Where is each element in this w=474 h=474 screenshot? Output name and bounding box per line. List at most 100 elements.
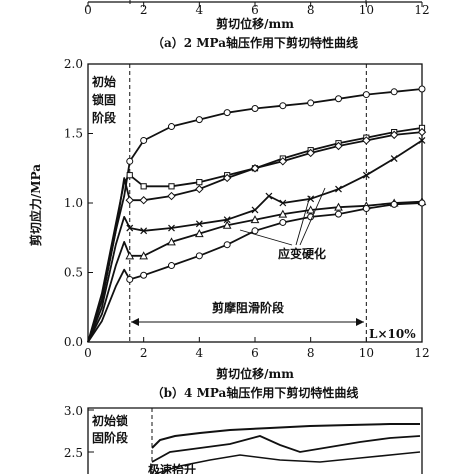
panel-a-x-tick-label: 2: [140, 3, 148, 17]
data-point: [140, 183, 147, 190]
data-point: [362, 136, 371, 145]
data-point: [362, 171, 370, 179]
panel-a-x-tick-label: 4: [196, 3, 204, 17]
data-point: [222, 220, 232, 229]
panel-c-ytick-label-2-5: 2.5: [64, 446, 83, 460]
data-point: [167, 191, 176, 201]
data-point: [126, 224, 134, 232]
friction-stage-arrow-right-head: [356, 318, 364, 326]
data-point: [390, 88, 398, 96]
data-point: [417, 127, 427, 137]
panel-c-initial-stage-label: 初始锁固阶段: [92, 413, 129, 445]
initial-stage-label: 初始锁固阶段: [92, 74, 117, 125]
data-point: [125, 196, 134, 205]
panel-b-x-axis-title: 剪切位移/mm: [216, 366, 294, 381]
data-point: [195, 116, 203, 124]
data-point: [168, 224, 175, 232]
y-tick-label: 1.0: [64, 196, 83, 210]
data-point: [140, 271, 148, 279]
panel-c-ytick-label-3: 3.0: [64, 404, 83, 418]
series-line-1: [87, 88, 423, 343]
panel-c-plot-frame: [87, 407, 423, 474]
data-point: [278, 209, 288, 218]
data-point: [307, 99, 315, 107]
panel-b-series: [87, 85, 427, 343]
data-point: [223, 109, 231, 117]
x-tick-label: 10: [359, 346, 374, 360]
x-tick-label: 12: [414, 346, 429, 360]
data-point: [125, 251, 135, 260]
data-point: [335, 210, 342, 218]
panel-b-x-ticks: 0 2 4 6 8 10 12: [84, 337, 430, 360]
data-point: [306, 148, 315, 158]
data-point: [139, 196, 148, 205]
data-point: [195, 252, 203, 260]
data-point: [279, 218, 287, 226]
data-point: [279, 199, 287, 207]
series-line-6: [87, 202, 423, 343]
data-point: [126, 275, 134, 283]
data-point: [418, 85, 426, 93]
strain-hardening-leader-2: [295, 195, 311, 246]
data-point: [195, 184, 204, 194]
data-point: [250, 164, 260, 173]
data-point: [334, 141, 343, 151]
panel-c-partial-label: 极速抬升: [148, 462, 196, 474]
panel-b: 0 2 4 6 8 10 12 0.0 0.5 1.0 1.5 2.0 剪切应力/MPa 剪切位移/…: [28, 57, 430, 400]
strain-hardening-leader-3: [239, 229, 293, 246]
data-point: [223, 241, 231, 249]
panel-b-y-ticks: 0.0 0.5 1.0 1.5 2.0: [64, 57, 93, 349]
panel-a-x-tick-label: 12: [414, 3, 429, 17]
data-point: [194, 229, 204, 238]
panel-b-y-axis-title: 剪切应力/MPa: [28, 164, 43, 246]
data-point: [335, 95, 342, 103]
data-point: [389, 130, 399, 140]
data-point: [334, 202, 343, 211]
annotation-line: 固阶段: [92, 430, 129, 445]
data-point: [140, 227, 148, 235]
panel-c-curve-1: [151, 423, 420, 449]
L-percent-label: L×10%: [369, 327, 416, 341]
data-point: [279, 102, 287, 110]
data-point: [251, 206, 259, 214]
friction-stage-arrow-left-head: [131, 318, 139, 326]
data-point: [362, 205, 370, 213]
data-point: [390, 155, 398, 162]
y-tick-label: 0.0: [64, 335, 83, 349]
data-point: [418, 199, 426, 207]
data-point: [126, 172, 133, 179]
panel-a-x-ticks: 0 2 4 6 8 10 12: [84, 2, 430, 17]
y-tick-label: 2.0: [64, 57, 83, 71]
data-point: [126, 157, 134, 165]
initial-stage-label-box: [89, 70, 127, 128]
x-tick-label: 4: [196, 346, 204, 360]
panel-c: 3.0 2.5 初始锁固阶段 极速抬升: [64, 404, 423, 474]
data-point: [139, 251, 149, 260]
data-point: [140, 136, 148, 144]
data-point: [168, 183, 175, 190]
data-point: [195, 220, 203, 228]
panel-a-x-tick-label: 8: [307, 3, 315, 17]
annotation-line: 初始锁: [92, 413, 128, 428]
data-point: [251, 227, 259, 235]
series-line-3: [87, 131, 423, 343]
data-point: [390, 200, 398, 208]
strain-hardening-label: 应变硬化: [278, 246, 326, 261]
data-point: [250, 215, 260, 224]
annotation-line: 锁固: [92, 92, 116, 107]
panel-b-caption: （b）4 MPa轴压作用下剪切特性曲线: [152, 385, 359, 400]
panel-c-curve-3: [154, 451, 421, 474]
data-point: [251, 104, 259, 112]
y-tick-label: 1.5: [64, 127, 83, 141]
data-point: [306, 205, 316, 214]
data-point: [223, 216, 231, 224]
strain-hardening-leader-1: [299, 187, 326, 246]
series-line-5: [87, 200, 423, 343]
panel-a-caption: （a）2 MPa轴压作用下剪切特性曲线: [152, 35, 358, 50]
data-point: [167, 237, 176, 246]
data-point: [222, 173, 232, 183]
data-point: [168, 123, 175, 131]
panel-b-annotations: 初始锁固阶段 应变硬化 剪摩阻滑阶段 L×10%: [89, 70, 416, 341]
x-tick-label: 0: [84, 346, 92, 360]
